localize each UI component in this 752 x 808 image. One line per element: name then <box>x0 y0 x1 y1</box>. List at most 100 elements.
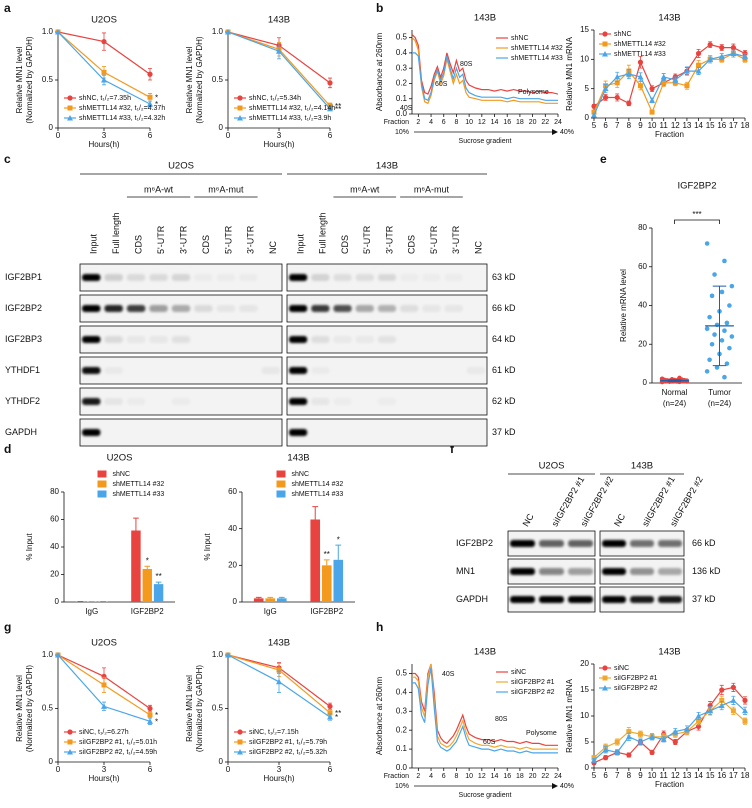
legend-swatch <box>276 470 286 478</box>
point <box>659 376 665 382</box>
x-tick-label: 3 <box>102 131 107 140</box>
band <box>422 274 440 281</box>
size-label: 63 kD <box>492 272 516 282</box>
marker <box>602 31 608 37</box>
band <box>400 274 418 281</box>
point <box>707 314 712 320</box>
x-tick-label: IgG <box>85 607 98 616</box>
arrow-head <box>552 129 558 135</box>
row-label: IGF2BP2 <box>5 303 42 313</box>
band <box>658 568 682 575</box>
band <box>510 596 535 603</box>
point <box>722 328 727 333</box>
significance: * <box>146 556 149 565</box>
legend-label: siIGF2BP2 #2, t₁/₂=5.32h <box>249 749 327 756</box>
panel-label: a <box>4 1 11 15</box>
error-bar <box>267 596 274 599</box>
x-tick-label: 11 <box>660 771 669 780</box>
legend-label: siIGF2BP2 #1, t₁/₂=5.79h <box>249 739 327 746</box>
y-axis-label: % Input <box>25 533 34 561</box>
series-line <box>593 52 746 116</box>
row-label: MN1 <box>456 566 475 576</box>
x-tick-label: 8 <box>627 771 632 780</box>
annotation: 80S <box>495 716 508 723</box>
band <box>568 596 593 603</box>
legend-label: shMETTL14 #33 <box>292 491 344 498</box>
band <box>104 305 123 312</box>
marker <box>637 59 644 65</box>
band <box>658 596 682 603</box>
band <box>104 398 123 405</box>
series-line <box>412 34 558 95</box>
y-tick-label: 1.0 <box>42 650 54 659</box>
row-label: IGF2BP1 <box>5 272 42 282</box>
marker <box>626 752 632 758</box>
x-tick-label: 9 <box>638 121 643 130</box>
marker <box>707 56 714 62</box>
x-tick-label: 20 <box>529 119 537 126</box>
chart-title: 143B <box>474 13 496 24</box>
x-tick-label: 0 <box>56 765 61 774</box>
marker <box>649 97 656 103</box>
x-tick-label: 9 <box>638 771 643 780</box>
group-label: 143B <box>631 461 653 472</box>
x-tick-label: Normal <box>662 388 688 397</box>
marker <box>67 105 73 111</box>
blot-panel <box>286 387 488 416</box>
marker <box>101 77 107 83</box>
error-bar <box>335 544 342 560</box>
point <box>677 375 682 381</box>
marker <box>327 703 333 709</box>
row-label: YTHDF1 <box>5 365 40 375</box>
legend-swatch <box>97 480 107 488</box>
x-tick-label: 3 <box>277 765 282 774</box>
x-tick-label: 0 <box>226 765 231 774</box>
marker <box>696 62 702 68</box>
x-tick-label: 22 <box>541 773 549 780</box>
band <box>82 305 101 312</box>
bar <box>333 559 344 602</box>
lane-label: 5'-UTR <box>156 225 166 254</box>
band <box>311 398 330 405</box>
error-bar <box>255 596 262 599</box>
band <box>126 274 146 281</box>
size-label: 37 kD <box>692 594 716 604</box>
band <box>289 429 308 436</box>
y-tick-label: 5 <box>585 737 590 746</box>
y-tick-label: 1.0 <box>212 27 224 36</box>
marker <box>327 710 333 716</box>
marker <box>742 707 748 714</box>
point <box>724 361 730 366</box>
row-label: IGF2BP2 <box>456 538 493 548</box>
y-tick-label: 80 <box>50 487 59 496</box>
marker <box>730 697 737 703</box>
y-tick-label: 0.4 <box>396 687 408 696</box>
y-tick-label: 0.2 <box>396 725 408 734</box>
gradient-label: Sucrose gradient <box>459 138 512 145</box>
subgroup-label: m⁶A-wt <box>350 184 380 194</box>
x-tick-label: 6 <box>148 765 153 774</box>
band <box>510 568 535 575</box>
y-tick-label: 0.0 <box>396 763 408 772</box>
bar <box>310 519 321 602</box>
marker <box>602 51 608 57</box>
band <box>378 398 396 405</box>
marker <box>684 83 690 89</box>
x-axis-label: Fraction <box>384 119 409 126</box>
bar <box>153 584 164 602</box>
marker <box>626 100 632 106</box>
y-tick-label: 20 <box>50 570 59 579</box>
y-axis-label: Relative MN1 mRNA <box>565 36 574 110</box>
band <box>444 305 463 312</box>
y-axis-label: (Normalized by GAPDH) <box>25 36 34 123</box>
marker <box>147 94 153 100</box>
y-tick-label: 0.5 <box>212 704 224 713</box>
legend-label: siNC, t₁/₂=6.27h <box>79 729 129 736</box>
x-tick-label: 6 <box>442 773 446 780</box>
marker <box>147 712 153 718</box>
x-axis-label: Hours(h) <box>263 774 294 783</box>
y-axis-label: (Normalized by GAPDH) <box>195 665 204 752</box>
marker <box>707 707 714 714</box>
series-line <box>593 699 746 759</box>
chart-title: 143B <box>268 15 290 26</box>
